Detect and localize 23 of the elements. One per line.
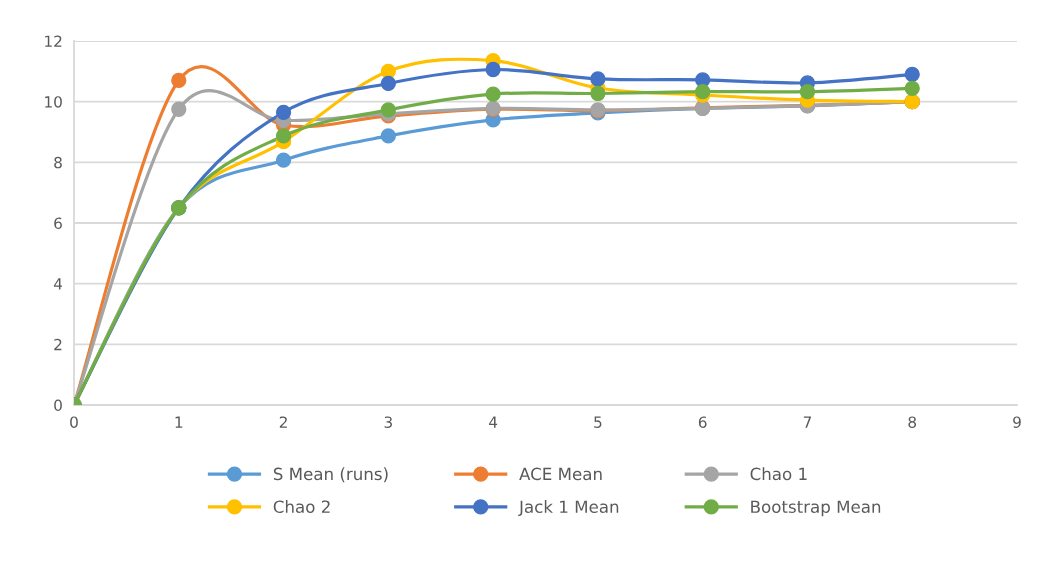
legend-label: ACE Mean bbox=[519, 467, 602, 481]
legend-label: S Mean (runs) bbox=[273, 467, 388, 483]
legend-label: Chao 2 bbox=[273, 500, 330, 514]
x-tick-label: 3 bbox=[384, 416, 392, 428]
y-tick-label: 12 bbox=[45, 35, 62, 47]
legend-label: Bootstrap Mean bbox=[751, 500, 881, 517]
x-tick-label: 6 bbox=[698, 416, 707, 428]
y-tick-label: 8 bbox=[54, 156, 62, 169]
x-tick-label: 1 bbox=[175, 416, 183, 428]
x-tick-label: 9 bbox=[1013, 416, 1021, 428]
x-tick-label: 5 bbox=[594, 416, 602, 428]
x-tick-label: 8 bbox=[908, 416, 917, 428]
y-tick-label: 10 bbox=[45, 96, 62, 108]
y-tick-label: 4 bbox=[53, 278, 63, 290]
legend-label: Chao 1 bbox=[750, 467, 807, 481]
x-tick-label: 2 bbox=[279, 416, 287, 428]
y-tick-label: 6 bbox=[54, 217, 62, 230]
x-tick-label: 7 bbox=[803, 416, 811, 428]
x-tick-label: 4 bbox=[489, 416, 498, 428]
x-tick-label: 0 bbox=[70, 416, 78, 428]
y-tick-label: 0 bbox=[54, 399, 62, 412]
legend-label: Jack 1 Mean bbox=[518, 500, 619, 517]
y-tick-label: 2 bbox=[54, 338, 62, 351]
